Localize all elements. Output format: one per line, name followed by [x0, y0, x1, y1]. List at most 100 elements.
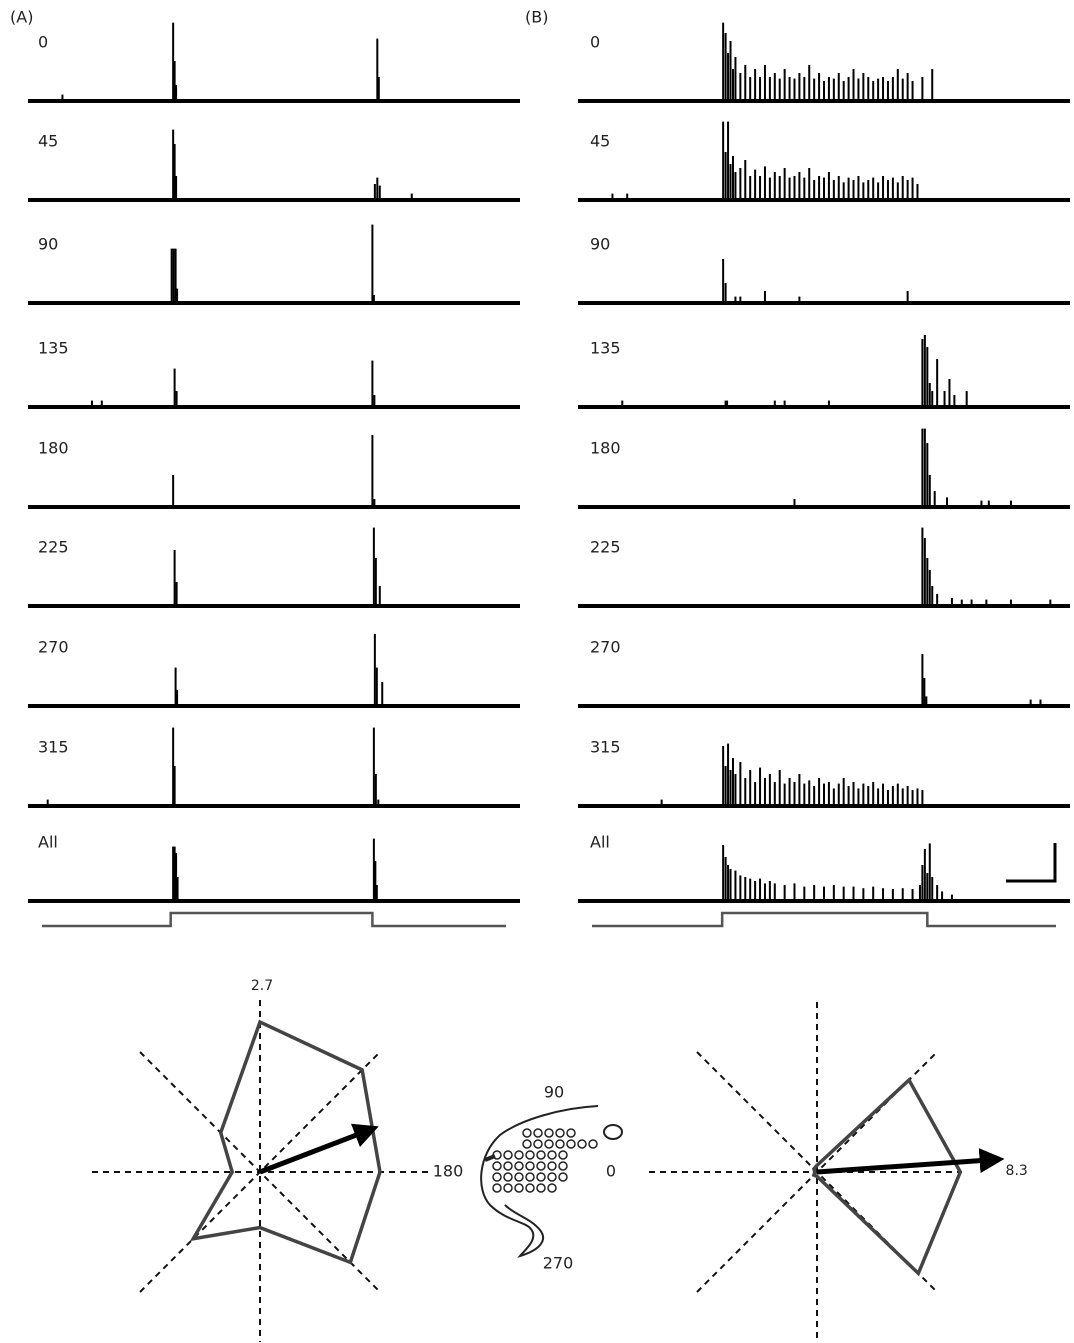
- row-label: All: [590, 833, 610, 852]
- row-label: 315: [38, 738, 69, 757]
- spike-bar: [764, 883, 766, 901]
- spike-bar: [171, 249, 173, 303]
- spike-bar: [789, 77, 791, 101]
- spike-bar: [813, 786, 815, 806]
- spike-bar: [734, 57, 736, 101]
- spike-bar: [931, 586, 933, 606]
- row-label: 0: [38, 33, 48, 52]
- spike-bar: [381, 682, 383, 706]
- spike-bar: [803, 887, 805, 901]
- stimulus-trace: [42, 913, 506, 926]
- spike-bar: [813, 79, 815, 101]
- spike-bar: [739, 168, 741, 200]
- spike-bar: [722, 23, 724, 101]
- spike-bar: [926, 558, 928, 606]
- spike-bar: [730, 770, 732, 806]
- spike-bar: [921, 528, 923, 606]
- spike-bar: [907, 180, 909, 200]
- spike-bar: [727, 122, 729, 200]
- spike-bar: [376, 178, 378, 200]
- spike-bar: [725, 766, 727, 806]
- spike-bar: [754, 782, 756, 806]
- spike-bar: [734, 774, 736, 806]
- spike-bar: [722, 259, 724, 303]
- spike-bar: [929, 843, 931, 901]
- spike-bar: [173, 249, 175, 303]
- spike-bar: [929, 570, 931, 606]
- spike-bar: [774, 172, 776, 200]
- spike-bar: [759, 879, 761, 901]
- spike-bar: [926, 347, 928, 407]
- spike-bar: [793, 176, 795, 200]
- spike-bar: [862, 73, 864, 101]
- spike-bar: [818, 176, 820, 200]
- schematic-label: 180: [433, 1162, 464, 1181]
- spike-bar: [769, 881, 771, 901]
- spike-bar: [379, 586, 381, 606]
- spike-bar: [744, 877, 746, 901]
- spike-bar: [872, 178, 874, 200]
- spike-bar: [732, 758, 734, 806]
- spike-bar: [375, 774, 377, 806]
- spike-bar: [808, 168, 810, 200]
- spike-bar: [931, 877, 933, 901]
- spike-bar: [789, 778, 791, 806]
- spike-bar: [759, 77, 761, 101]
- spike-bar: [897, 784, 899, 806]
- row-label: 180: [590, 439, 621, 458]
- spike-bar: [784, 69, 786, 101]
- row-label: 180: [38, 439, 69, 458]
- spike-bar: [784, 885, 786, 901]
- spike-bar: [828, 172, 830, 200]
- spike-bar: [912, 790, 914, 806]
- spike-bar: [818, 73, 820, 101]
- spike-bar: [892, 786, 894, 806]
- spike-bar: [848, 178, 850, 200]
- spike-bar: [808, 780, 810, 806]
- spike-bar: [727, 53, 729, 101]
- spike-bar: [722, 122, 724, 200]
- spike-bar: [371, 225, 373, 303]
- spike-bar: [892, 178, 894, 200]
- spike-bar: [823, 178, 825, 200]
- spike-bar: [921, 654, 923, 706]
- spike-bar: [897, 69, 899, 101]
- spike-bar: [848, 786, 850, 806]
- spike-bar: [779, 79, 781, 101]
- spike-bar: [739, 875, 741, 901]
- spike-bar: [371, 361, 373, 407]
- row-label: 45: [590, 132, 610, 151]
- spike-bar: [730, 869, 732, 901]
- spike-bar: [749, 770, 751, 806]
- spike-bar: [774, 883, 776, 901]
- figure: 90 180 0 270 (A)04590135180225270315All(…: [0, 0, 1074, 1343]
- spike-bar: [759, 768, 761, 806]
- spike-bar: [907, 786, 909, 806]
- spike-bar: [798, 774, 800, 806]
- spike-bar: [936, 359, 938, 407]
- spike-bar: [931, 391, 933, 407]
- row-label: 90: [38, 235, 58, 254]
- spike-bar: [966, 391, 968, 407]
- spike-bar: [897, 182, 899, 200]
- spike-bar: [823, 887, 825, 901]
- spike-bar: [872, 782, 874, 806]
- spike-bar: [916, 184, 918, 200]
- spike-bar: [793, 883, 795, 901]
- spike-bar: [926, 443, 928, 507]
- spike-bar: [779, 176, 781, 200]
- spike-bar: [921, 790, 923, 806]
- spike-bar: [784, 168, 786, 200]
- spike-bar: [376, 885, 378, 901]
- spike-bar: [774, 73, 776, 101]
- spike-bar: [887, 180, 889, 200]
- spike-bar: [882, 77, 884, 101]
- spike-bar: [843, 887, 845, 901]
- scale-label: 2.7: [251, 978, 273, 994]
- spike-bar: [793, 782, 795, 806]
- spike-bar: [725, 283, 727, 303]
- spike-bar: [803, 178, 805, 200]
- spike-bar: [744, 778, 746, 806]
- vector-arrow: [817, 1159, 1000, 1172]
- spike-bar: [177, 877, 179, 901]
